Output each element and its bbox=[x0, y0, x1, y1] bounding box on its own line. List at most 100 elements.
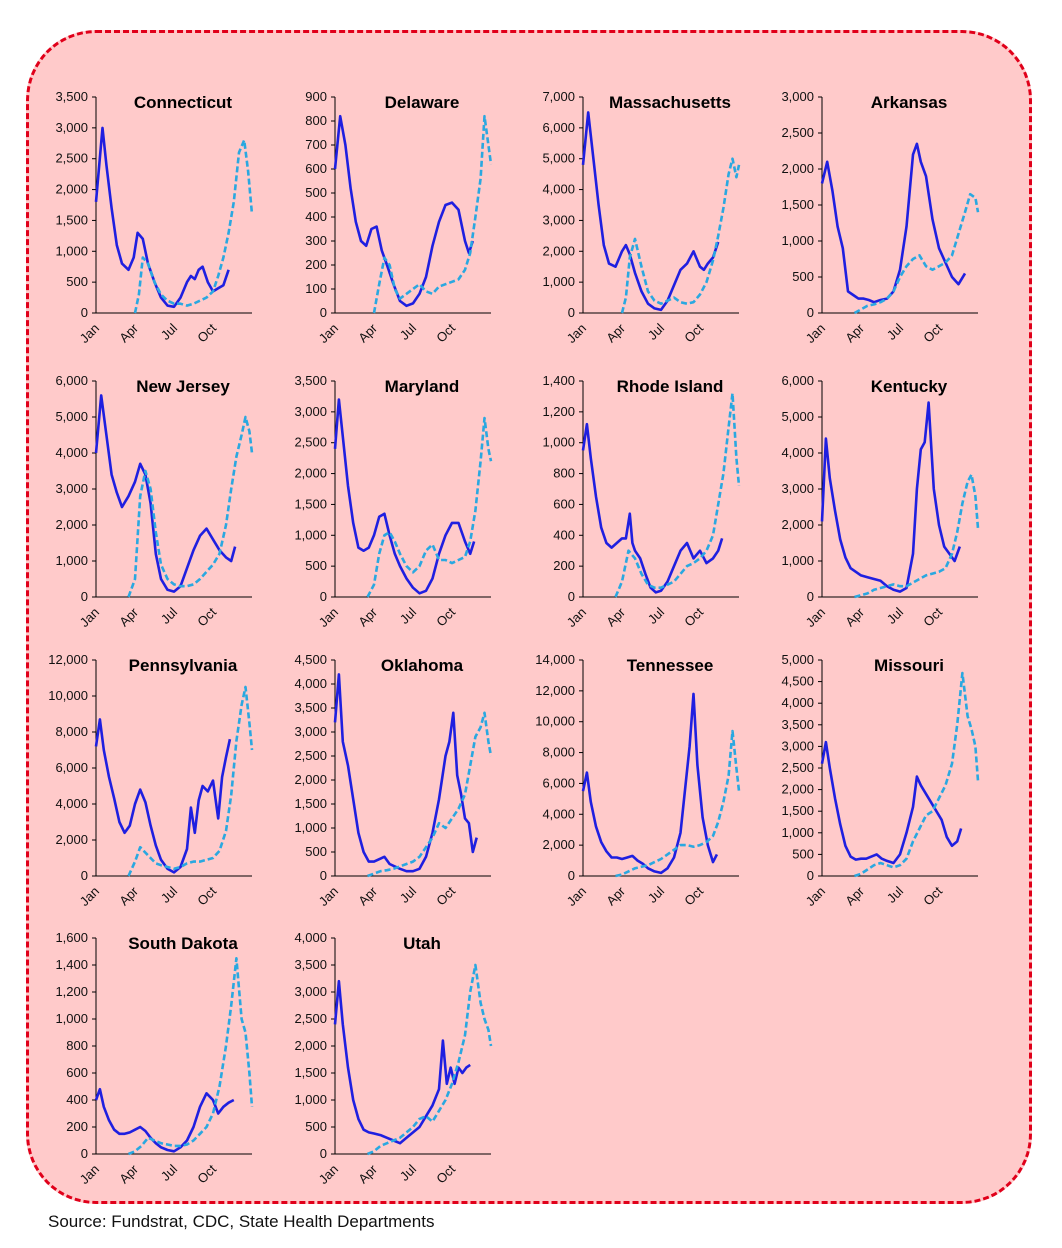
y-tick-label: 3,500 bbox=[294, 373, 327, 388]
y-tick-label: 8,000 bbox=[542, 745, 575, 760]
y-tick-label: 0 bbox=[807, 305, 814, 320]
dashed-series-line bbox=[366, 416, 493, 598]
y-tick-label: 800 bbox=[305, 113, 327, 128]
dashed-series-line bbox=[853, 192, 980, 315]
y-tick-label: 7,000 bbox=[542, 89, 575, 104]
y-tick-label: 2,000 bbox=[294, 1038, 327, 1053]
chart-maryland: 0 500 1,000 1,500 2,000 2,500 3,000 3,500 Jan Apr… bbox=[294, 373, 493, 630]
y-tick-label: 3,000 bbox=[55, 120, 88, 135]
x-tick-label: Oct bbox=[920, 604, 945, 629]
y-tick-label: 10,000 bbox=[535, 714, 575, 729]
x-tick-label: Jul bbox=[884, 883, 906, 905]
y-tick-label: 0 bbox=[81, 305, 88, 320]
x-tick-label: Jul bbox=[884, 604, 906, 626]
y-tick-label: 3,000 bbox=[55, 481, 88, 496]
y-tick-label: 8,000 bbox=[55, 724, 88, 739]
y-tick-label: 800 bbox=[553, 466, 575, 481]
x-tick-label: Jul bbox=[397, 883, 419, 905]
chart-massachusetts: 0 1,000 2,000 3,000 4,000 5,000 6,000 7,000 Jan A… bbox=[542, 89, 741, 346]
x-tick-label: Jan bbox=[564, 605, 589, 630]
y-tick-label: 500 bbox=[792, 269, 814, 284]
solid-series-line bbox=[94, 718, 232, 874]
x-tick-label: Apr bbox=[842, 883, 867, 908]
y-tick-label: 400 bbox=[66, 1092, 88, 1107]
y-tick-label: 1,500 bbox=[294, 796, 327, 811]
dashed-series-line bbox=[128, 956, 254, 1156]
y-tick-label: 500 bbox=[66, 274, 88, 289]
y-tick-label: 2,000 bbox=[781, 782, 814, 797]
x-tick-label: Jan bbox=[77, 321, 102, 346]
y-tick-label: 1,000 bbox=[542, 435, 575, 450]
solid-series-line bbox=[820, 401, 962, 593]
x-tick-label: Jul bbox=[158, 883, 180, 905]
x-tick-label: Jan bbox=[77, 605, 102, 630]
y-tick-label: 2,000 bbox=[781, 517, 814, 532]
chart-tennessee: 0 2,000 4,000 6,000 8,000 10,000 12,000 14,000 J… bbox=[535, 652, 741, 909]
y-tick-label: 0 bbox=[320, 1146, 327, 1161]
y-tick-label: 2,500 bbox=[294, 435, 327, 450]
chart-title: New Jersey bbox=[136, 377, 230, 396]
x-tick-label: Apr bbox=[355, 883, 380, 908]
y-tick-label: 500 bbox=[305, 1119, 327, 1134]
x-tick-label: Jan bbox=[77, 1162, 102, 1187]
x-tick-label: Apr bbox=[116, 1161, 141, 1186]
y-tick-label: 6,000 bbox=[542, 775, 575, 790]
y-tick-label: 2,000 bbox=[294, 772, 327, 787]
y-tick-label: 900 bbox=[305, 89, 327, 104]
y-tick-label: 2,500 bbox=[781, 760, 814, 775]
x-tick-label: Oct bbox=[433, 604, 458, 629]
dashed-series-line bbox=[615, 729, 741, 878]
y-tick-label: 5,000 bbox=[55, 409, 88, 424]
y-tick-label: 1,500 bbox=[294, 496, 327, 511]
dashed-series-line bbox=[372, 114, 493, 314]
x-tick-label: Jan bbox=[316, 1162, 341, 1187]
y-tick-label: 6,000 bbox=[781, 373, 814, 388]
y-tick-label: 0 bbox=[81, 589, 88, 604]
y-tick-label: 1,000 bbox=[781, 233, 814, 248]
y-tick-label: 3,000 bbox=[294, 724, 327, 739]
chart-delaware: 0 100 200 300 400 500 600 700 800 900 Jan Apr Jul Oct… bbox=[305, 89, 493, 346]
y-tick-label: 500 bbox=[305, 844, 327, 859]
y-tick-label: 200 bbox=[305, 257, 327, 272]
y-tick-label: 4,000 bbox=[294, 676, 327, 691]
y-tick-label: 4,500 bbox=[294, 652, 327, 667]
x-tick-label: Jan bbox=[316, 884, 341, 909]
solid-series-line bbox=[581, 692, 719, 875]
x-tick-label: Oct bbox=[194, 320, 219, 345]
dashed-series-line bbox=[367, 963, 493, 1156]
x-tick-label: Apr bbox=[603, 320, 628, 345]
y-tick-label: 0 bbox=[807, 868, 814, 883]
y-tick-label: 4,000 bbox=[294, 930, 327, 945]
y-tick-label: 1,000 bbox=[781, 553, 814, 568]
solid-series-line bbox=[333, 673, 478, 873]
y-tick-label: 1,000 bbox=[55, 243, 88, 258]
y-tick-label: 3,000 bbox=[294, 404, 327, 419]
x-tick-label: Oct bbox=[433, 1161, 458, 1186]
y-tick-label: 0 bbox=[81, 868, 88, 883]
x-tick-label: Jul bbox=[397, 1161, 419, 1183]
chart-pennsylvania: 0 2,000 4,000 6,000 8,000 10,000 12,000 Jan Apr J… bbox=[48, 652, 254, 909]
chart-new-jersey: 0 1,000 2,000 3,000 4,000 5,000 6,000 Jan Apr Jul… bbox=[55, 373, 254, 630]
y-tick-label: 1,500 bbox=[781, 803, 814, 818]
y-tick-label: 2,500 bbox=[294, 748, 327, 763]
x-tick-label: Jul bbox=[884, 320, 906, 342]
x-tick-label: Jul bbox=[158, 1161, 180, 1183]
y-tick-label: 600 bbox=[553, 496, 575, 511]
y-tick-label: 500 bbox=[305, 185, 327, 200]
x-tick-label: Jul bbox=[158, 604, 180, 626]
y-tick-label: 0 bbox=[320, 305, 327, 320]
y-tick-label: 4,500 bbox=[781, 674, 814, 689]
y-tick-label: 1,600 bbox=[55, 930, 88, 945]
solid-series-line bbox=[820, 740, 963, 865]
y-tick-label: 700 bbox=[305, 137, 327, 152]
y-tick-label: 1,500 bbox=[781, 197, 814, 212]
y-tick-label: 6,000 bbox=[55, 760, 88, 775]
y-tick-label: 4,000 bbox=[55, 445, 88, 460]
y-tick-label: 3,000 bbox=[781, 89, 814, 104]
x-tick-label: Apr bbox=[355, 320, 380, 345]
chart-title: Kentucky bbox=[871, 377, 948, 396]
y-tick-label: 400 bbox=[305, 209, 327, 224]
y-tick-label: 200 bbox=[553, 558, 575, 573]
x-tick-label: Oct bbox=[194, 883, 219, 908]
y-tick-label: 500 bbox=[792, 846, 814, 861]
